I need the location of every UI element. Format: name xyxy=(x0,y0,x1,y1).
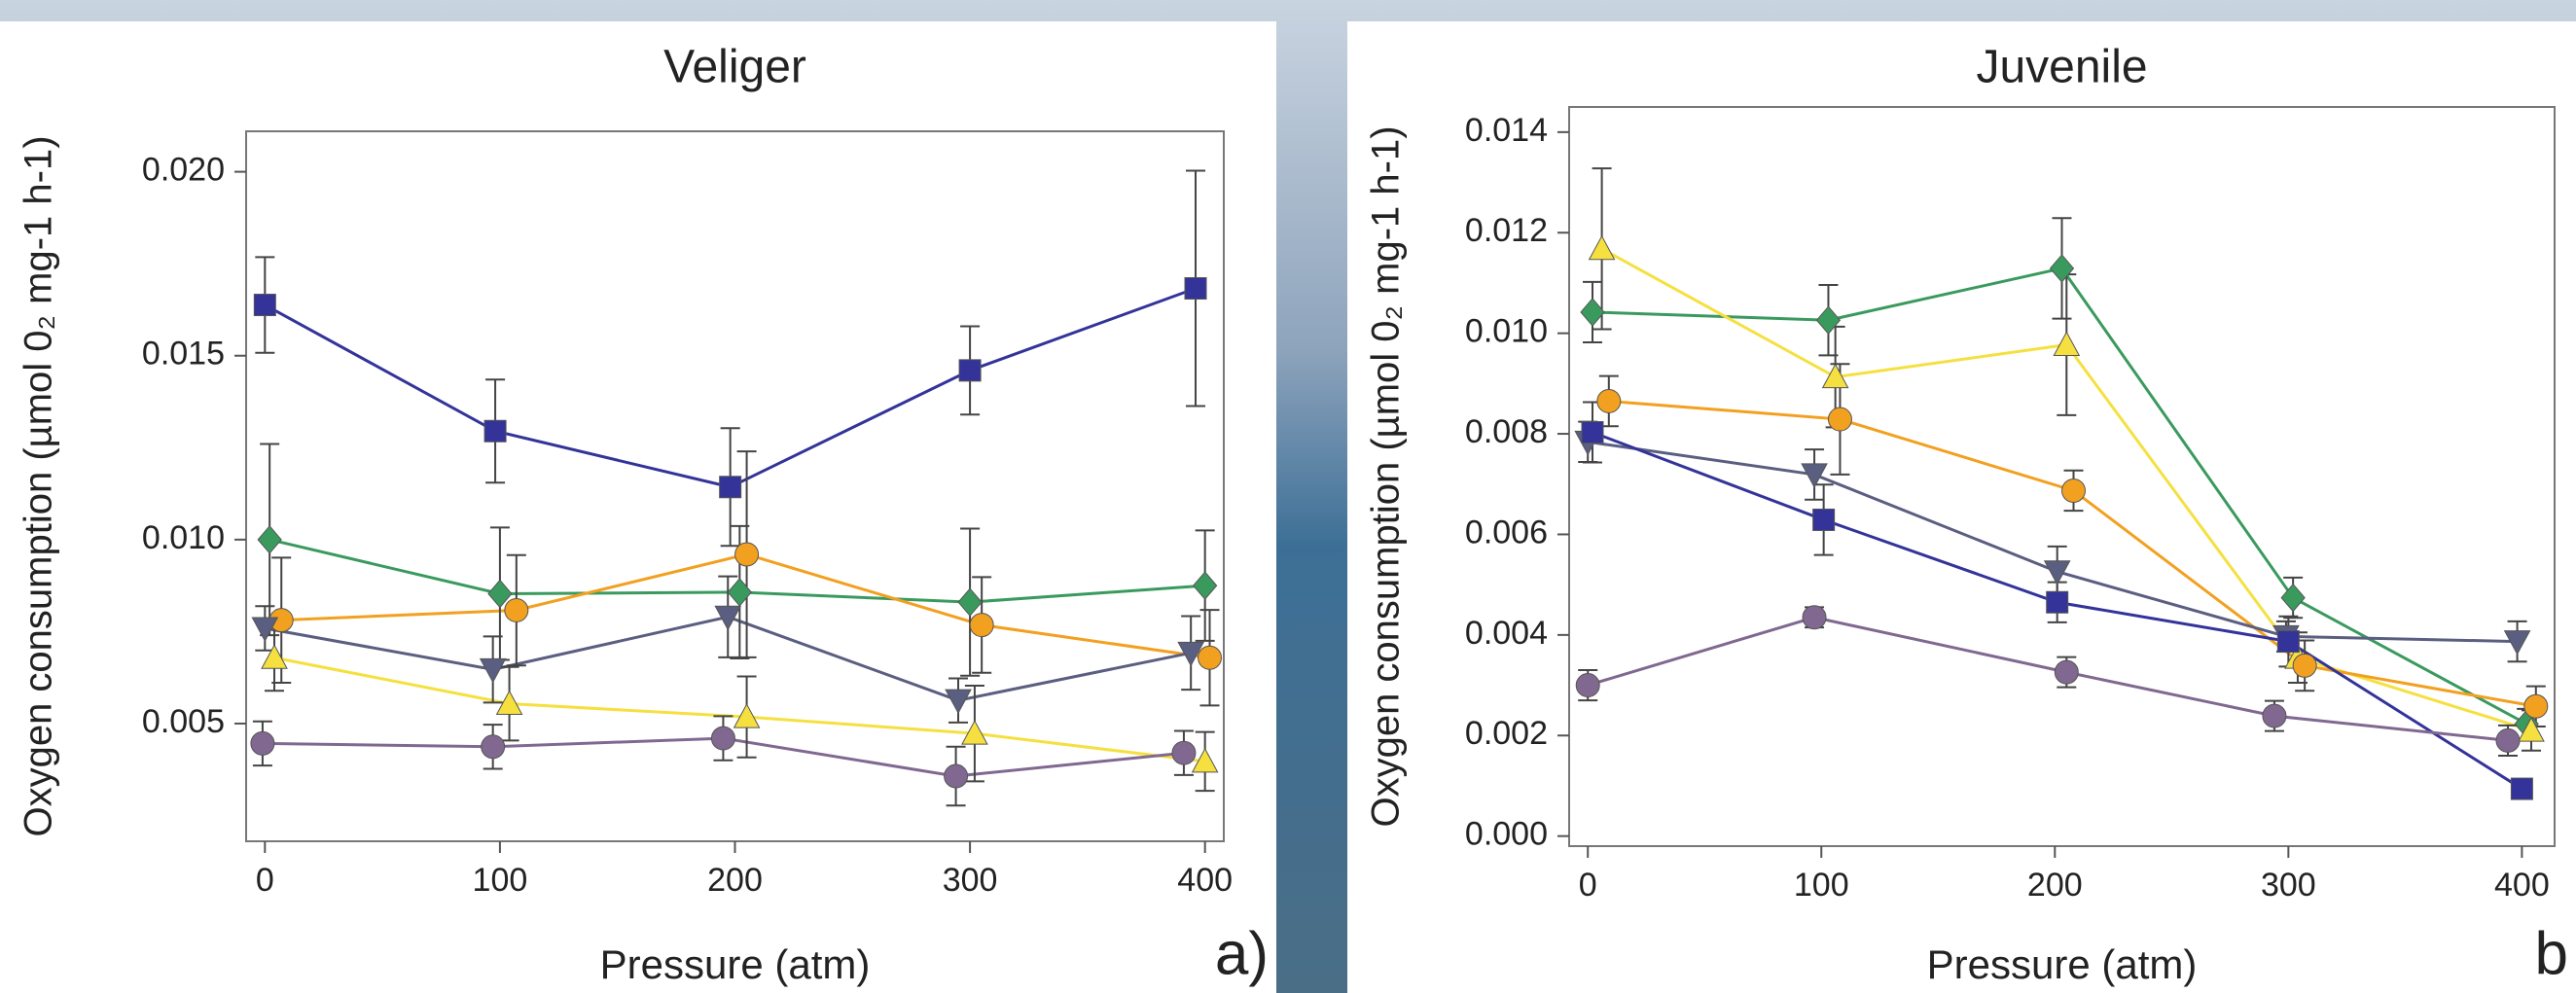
marker xyxy=(2292,653,2317,678)
x-tick-label: 400 xyxy=(2494,867,2550,904)
marker xyxy=(1177,641,1205,667)
x-tick-label: 200 xyxy=(2027,867,2083,904)
marker xyxy=(495,690,523,716)
y-tick-label: 0.015 xyxy=(142,336,225,372)
marker xyxy=(1815,305,1842,335)
marker xyxy=(1184,277,1207,301)
y-tick-label: 0.005 xyxy=(142,703,225,740)
marker xyxy=(2049,254,2075,283)
marker xyxy=(734,542,760,567)
marker xyxy=(251,617,279,643)
x-tick-label: 100 xyxy=(1794,867,1849,904)
marker xyxy=(2043,560,2071,585)
marker xyxy=(2523,693,2549,719)
marker xyxy=(2276,630,2300,654)
marker xyxy=(2518,717,2545,742)
marker xyxy=(483,419,507,443)
marker xyxy=(733,703,761,728)
marker xyxy=(1821,363,1849,389)
x-tick-label: 300 xyxy=(2261,867,2316,904)
y-axis-label: Oxygen consumption (µmol 0₂ mg-1 h-1) xyxy=(1365,125,1408,827)
y-tick-label: 0.012 xyxy=(1465,212,1548,249)
x-axis-label: Pressure (atm) xyxy=(600,941,871,987)
marker xyxy=(2280,583,2306,613)
y-tick-label: 0.020 xyxy=(142,152,225,189)
marker xyxy=(2262,703,2287,728)
marker xyxy=(945,689,972,715)
panel-label: a) xyxy=(1215,920,1269,987)
marker xyxy=(1191,747,1219,773)
marker xyxy=(479,657,507,684)
panel-label: b xyxy=(2535,920,2568,987)
chart-title: Veliger xyxy=(663,42,806,93)
x-tick-label: 0 xyxy=(256,862,274,899)
marker xyxy=(969,613,994,638)
marker xyxy=(961,720,988,745)
marker xyxy=(1801,463,1828,488)
marker xyxy=(1193,571,1218,600)
y-tick-label: 0.000 xyxy=(1465,816,1548,853)
marker xyxy=(1588,234,1616,261)
marker xyxy=(1198,645,1223,670)
y-tick-label: 0.008 xyxy=(1465,413,1548,450)
marker xyxy=(957,587,983,617)
marker xyxy=(1802,605,1827,630)
marker xyxy=(481,734,506,760)
y-tick-label: 0.014 xyxy=(1465,112,1548,149)
marker xyxy=(2503,630,2531,656)
marker xyxy=(504,597,529,622)
x-tick-label: 400 xyxy=(1177,862,1233,899)
marker xyxy=(2510,777,2533,800)
chart-title: Juvenile xyxy=(1976,42,2147,93)
x-tick-label: 100 xyxy=(473,862,528,899)
marker xyxy=(714,605,742,631)
marker xyxy=(250,730,275,756)
marker xyxy=(253,294,276,317)
marker xyxy=(958,359,982,382)
y-tick-label: 0.006 xyxy=(1465,514,1548,550)
x-tick-label: 300 xyxy=(943,862,998,899)
x-tick-label: 0 xyxy=(1579,867,1597,904)
marker xyxy=(261,644,288,669)
panel xyxy=(0,21,1276,993)
marker xyxy=(1575,673,1600,698)
plot-frame xyxy=(1568,106,2556,847)
y-tick-label: 0.002 xyxy=(1465,715,1548,752)
panel xyxy=(1347,21,2576,993)
y-tick-label: 0.010 xyxy=(1465,313,1548,350)
marker xyxy=(944,763,969,789)
marker xyxy=(2053,331,2081,357)
marker xyxy=(2495,727,2521,753)
x-axis-label: Pressure (atm) xyxy=(1927,941,2198,987)
marker xyxy=(1596,388,1622,413)
marker xyxy=(2061,478,2087,503)
marker xyxy=(1827,407,1852,432)
marker xyxy=(710,726,735,751)
marker xyxy=(1812,508,1836,531)
y-tick-label: 0.010 xyxy=(142,519,225,556)
marker xyxy=(1171,740,1197,765)
marker xyxy=(1580,298,1605,327)
marker xyxy=(2054,659,2079,685)
y-axis-label: Oxygen consumption (µmol 0₂ mg-1 h-1) xyxy=(18,135,60,836)
marker xyxy=(1581,421,1604,444)
marker xyxy=(257,525,282,554)
y-tick-label: 0.004 xyxy=(1465,615,1548,652)
marker xyxy=(719,476,742,499)
x-tick-label: 200 xyxy=(707,862,763,899)
marker xyxy=(2046,590,2069,614)
marker xyxy=(487,579,513,609)
